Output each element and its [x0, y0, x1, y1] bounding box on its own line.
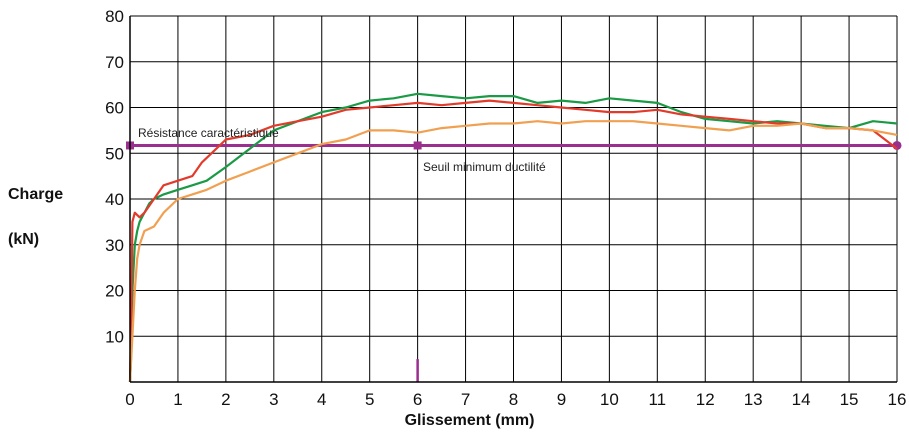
- x-tick-label: 8: [509, 390, 518, 409]
- x-tick-label: 5: [365, 390, 374, 409]
- y-tick-label: 40: [105, 190, 124, 209]
- y-axis-label: Charge: [8, 186, 64, 203]
- x-axis-label: Glissement (mm): [404, 412, 535, 429]
- x-tick-label: 2: [221, 390, 230, 409]
- grid: [130, 15, 898, 382]
- x-tick-label: 4: [317, 390, 326, 409]
- y-tick-label: 10: [105, 327, 124, 346]
- x-tick-label: 3: [269, 390, 278, 409]
- y-axis-unit: (kN): [8, 231, 40, 248]
- y-tick-label: 30: [105, 236, 124, 255]
- x-tick-label: 12: [696, 390, 715, 409]
- y-tick-label: 70: [105, 53, 124, 72]
- ductility-annotation: Seuil minimum ductilité: [423, 160, 546, 174]
- y-tick-label: 60: [105, 99, 124, 118]
- resistance-annotation: Résistance caractéristique: [138, 126, 279, 140]
- x-tick-label: 0: [125, 390, 134, 409]
- x-tick-label: 13: [744, 390, 763, 409]
- series-line-2: [128, 120, 898, 383]
- x-tick-label: 11: [648, 390, 666, 409]
- axes: [129, 16, 897, 383]
- x-tick-label: 9: [557, 390, 566, 409]
- x-tick-label: 10: [600, 390, 619, 409]
- x-tick-label: 6: [413, 390, 422, 409]
- series-layer: [128, 92, 898, 383]
- x-tick-label: 15: [840, 390, 859, 409]
- x-tick-label: 7: [461, 390, 470, 409]
- x-tick-label: 16: [888, 390, 907, 409]
- y-tick-label: 20: [105, 282, 124, 301]
- x-tick-label: 1: [173, 390, 182, 409]
- y-tick-label: 80: [105, 7, 124, 26]
- x-tick-label: 14: [792, 390, 811, 409]
- y-tick-label: 50: [105, 144, 124, 163]
- series-line-1: [128, 99, 898, 383]
- reference-marker: [413, 141, 422, 150]
